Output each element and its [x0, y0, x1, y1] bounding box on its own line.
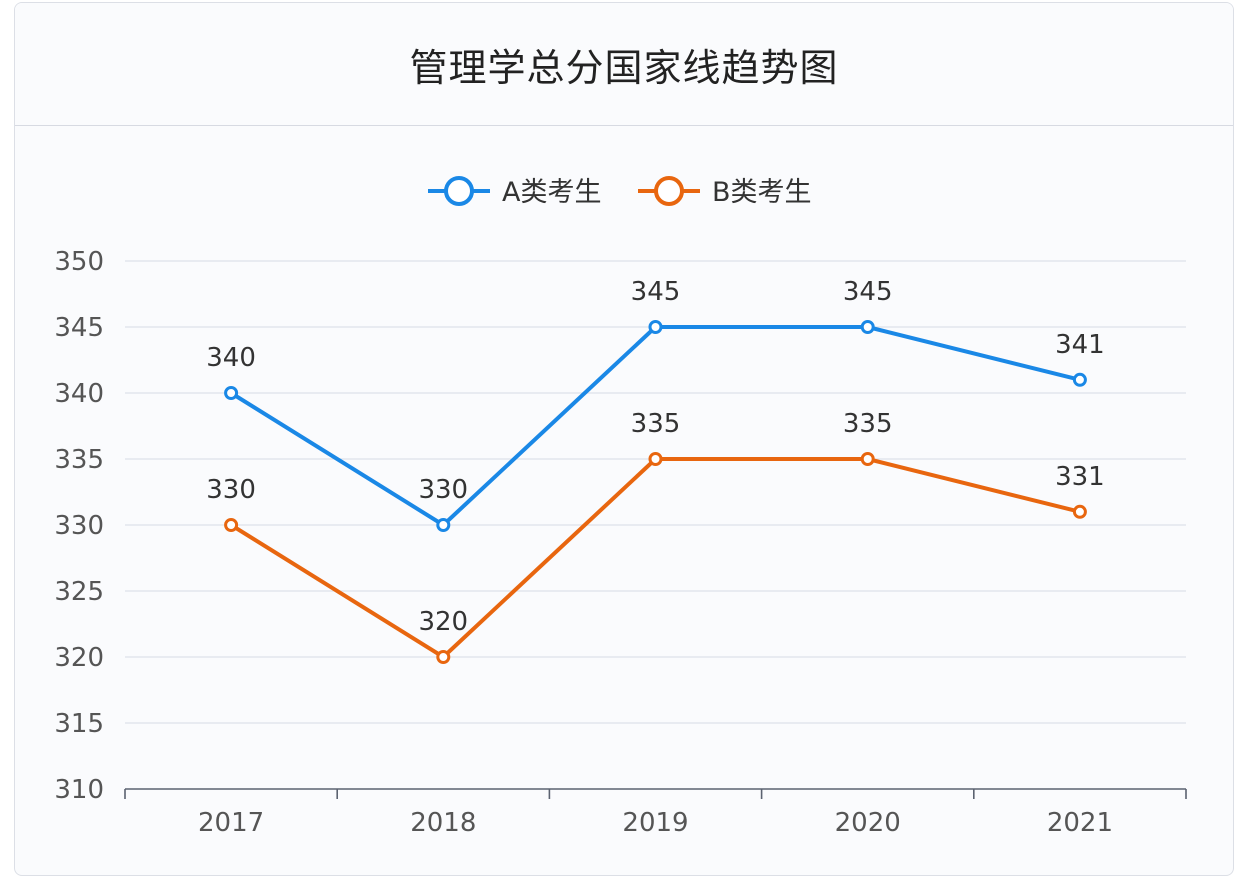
data-label-0-2017: 340	[206, 343, 256, 373]
data-label-0-2018: 330	[418, 475, 468, 505]
series-lines	[224, 320, 1087, 664]
data-label-1-2021: 331	[1055, 462, 1105, 492]
y-tick-label-320: 320	[54, 643, 104, 673]
y-tick-label-310: 310	[54, 775, 104, 805]
legend-label: A类考生	[502, 177, 601, 208]
data-label-1-2017: 330	[206, 475, 256, 505]
chart-card: 管理学总分国家线趋势图	[14, 2, 1234, 876]
x-tick-label-2019: 2019	[622, 808, 688, 838]
x-tick-label-2020: 2020	[835, 808, 901, 838]
legend-item-1[interactable]: B类考生	[638, 176, 812, 208]
data-label-1-2018: 320	[418, 607, 468, 637]
y-tick-label-350: 350	[54, 247, 104, 277]
y-axis-ticks: 310 315 320 325 330 335 340 345 350	[54, 247, 104, 805]
data-point-1-2021[interactable]	[1072, 504, 1087, 519]
data-point-0-2020[interactable]	[860, 320, 875, 334]
data-label-0-2020: 345	[843, 277, 893, 307]
y-tick-label-330: 330	[54, 511, 104, 541]
data-label-0-2021: 341	[1055, 330, 1105, 360]
x-tick-label-2018: 2018	[410, 808, 476, 838]
data-point-0-2017[interactable]	[224, 386, 239, 400]
data-point-1-2020[interactable]	[860, 452, 875, 466]
data-point-0-2019[interactable]	[648, 320, 663, 334]
data-labels: 340 330 345 345 341 330 320 335 335 331	[206, 277, 1104, 637]
series-line-1	[230, 457, 1081, 659]
y-tick-label-325: 325	[54, 577, 104, 607]
y-tick-label-345: 345	[54, 313, 104, 343]
x-tick-label-2017: 2017	[198, 808, 264, 838]
x-axis	[124, 788, 1187, 799]
y-tick-label-335: 335	[54, 445, 104, 475]
y-tick-label-340: 340	[54, 379, 104, 409]
card-header: 管理学总分国家线趋势图	[15, 3, 1233, 126]
data-point-1-2019[interactable]	[648, 452, 663, 466]
legend-circle-icon	[444, 176, 474, 206]
data-point-0-2018[interactable]	[436, 518, 451, 532]
legend-item-0[interactable]: A类考生	[428, 176, 601, 208]
grid-lines	[125, 260, 1186, 724]
data-label-1-2019: 335	[631, 409, 681, 439]
data-point-1-2017[interactable]	[224, 518, 239, 532]
data-label-1-2020: 335	[843, 409, 893, 439]
legend[interactable]: A类考生 B类考生	[428, 176, 812, 208]
data-point-0-2021[interactable]	[1072, 372, 1087, 387]
y-tick-label-315: 315	[54, 709, 104, 739]
chart-title: 管理学总分国家线趋势图	[409, 45, 839, 90]
data-label-0-2019: 345	[631, 277, 681, 307]
legend-label: B类考生	[712, 177, 812, 208]
x-tick-label-2021: 2021	[1047, 808, 1113, 838]
legend-circle-icon	[654, 176, 684, 206]
data-point-1-2018[interactable]	[436, 650, 451, 664]
x-axis-ticks: 2017 2018 2019 2020 2021	[198, 808, 1113, 838]
